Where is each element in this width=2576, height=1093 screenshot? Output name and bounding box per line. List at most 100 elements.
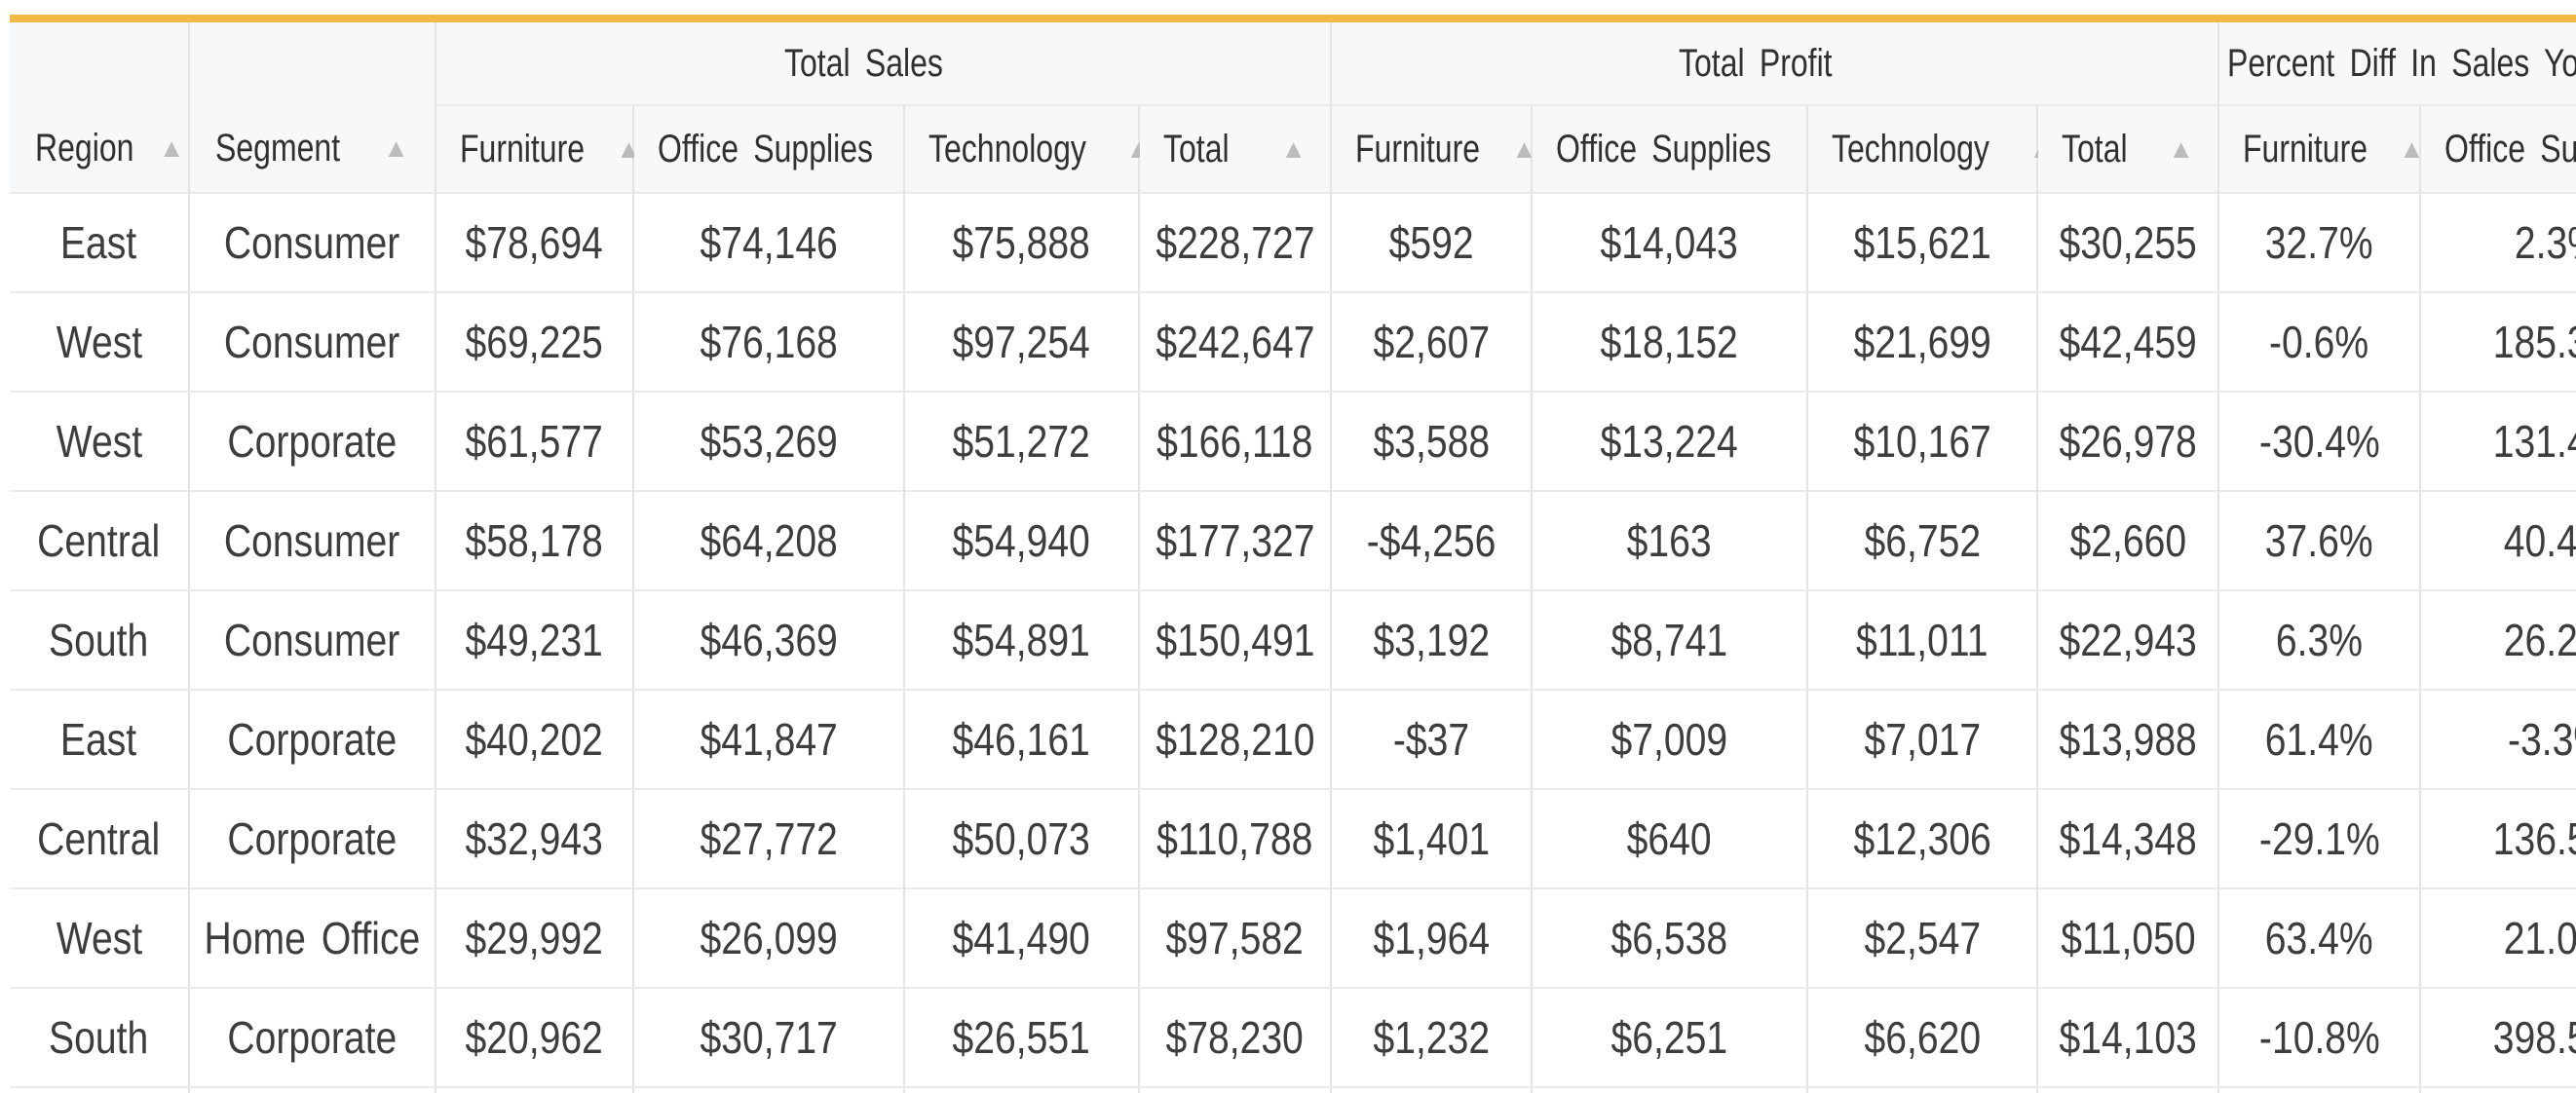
table-cell: $12,306 [1808, 790, 2038, 889]
cell-value: $3,588 [1373, 416, 1490, 467]
table-cell: $592 [1332, 194, 1533, 293]
column-header-profit-furniture[interactable]: Furniture ▲ [1332, 106, 1537, 194]
cell-value: $78,230 [1165, 1012, 1305, 1063]
column-header-sales-office-supplies[interactable]: Office Supplies ▲ [634, 106, 953, 194]
table-cell: $30,255 [2038, 194, 2219, 293]
column-header-pct-office-supplies[interactable]: Office Supplies ▲ [2421, 106, 2576, 194]
column-header-profit-total[interactable]: Total ▲ [2038, 106, 2219, 194]
table-cell: $26,099 [634, 889, 905, 989]
table-cell: $41,490 [905, 889, 1140, 989]
cell-value: $12,306 [1853, 813, 1991, 864]
cell-value: $78,694 [465, 217, 604, 268]
table-cell: 185.3% [2421, 293, 2576, 393]
cell-value: -$4,256 [1366, 515, 1496, 566]
sort-asc-icon: ▲ [2168, 133, 2194, 164]
cell-value: $26,099 [700, 913, 838, 963]
column-header-sales-furniture[interactable]: Furniture ▲ [436, 106, 642, 194]
cell-value: $26,978 [2059, 416, 2197, 467]
table-cell: Central [10, 492, 190, 591]
cell-value: Corporate [227, 813, 398, 864]
group-label: Total Profit [1679, 41, 1833, 85]
table-cell: $14,348 [2038, 790, 2219, 889]
table-cell: South [10, 989, 190, 1088]
table-cell: $20,962 [436, 989, 634, 1088]
table-cell: $75,888 [905, 194, 1140, 293]
table-cell: $46,369 [634, 591, 905, 691]
table-cell: $74,146 [634, 194, 905, 293]
cell-value: $14,103 [2059, 1012, 2197, 1063]
cell-value: 21.0% [2504, 913, 2576, 963]
cell-value: $49,231 [465, 615, 604, 665]
cell-value: $11,050 [2060, 913, 2196, 963]
cell-value: $150,491 [1155, 615, 1315, 665]
table-cell [2038, 1088, 2219, 1093]
table-cell: $1,232 [1332, 989, 1533, 1088]
cell-value: $3,192 [1373, 615, 1490, 665]
table-cell: $21,699 [1808, 293, 2038, 393]
table-cell: 63.4% [2219, 889, 2421, 989]
cell-value: $75,888 [952, 217, 1091, 268]
cell-value: $76,168 [700, 317, 838, 367]
table-cell: $27,772 [634, 790, 905, 889]
column-header-profit-office-supplies[interactable]: Office Supplies ▲ [1533, 106, 1851, 194]
cell-value: $1,401 [1373, 813, 1490, 864]
table-cell: $78,694 [436, 194, 634, 293]
cell-value: $97,254 [952, 317, 1091, 367]
sort-asc-icon: ▲ [1280, 133, 1307, 164]
table-cell: $41,847 [634, 691, 905, 790]
cell-value: -0.6% [2269, 317, 2369, 367]
cell-value: $29,992 [465, 913, 604, 963]
table-cell [1808, 1088, 2038, 1093]
table-cell: $13,988 [2038, 691, 2219, 790]
cell-value: Central [37, 813, 161, 864]
table-cell: $46,161 [905, 691, 1140, 790]
cell-value: $640 [1627, 813, 1712, 864]
table-cell: 21.0% [2421, 889, 2576, 989]
group-header-percent-diff: Percent Diff In Sales Yoy [2219, 22, 2576, 106]
column-header-sales-technology[interactable]: Technology ▲ [905, 106, 1152, 194]
table-cell: South [10, 591, 190, 691]
cell-value: $14,348 [2059, 813, 2197, 864]
cell-value: $592 [1388, 217, 1474, 268]
cell-value: 32.7% [2265, 217, 2373, 268]
table-cell: Central [10, 790, 190, 889]
table-cell: -29.1% [2219, 790, 2421, 889]
cell-value: $54,891 [952, 615, 1091, 665]
column-header-label: Total [1163, 127, 1230, 170]
cell-value: East [60, 714, 137, 765]
table-cell: Corporate [190, 393, 436, 492]
table-cell: $14,103 [2038, 989, 2219, 1088]
cell-value: $26,551 [952, 1012, 1091, 1063]
table-cell: $150,491 [1140, 591, 1332, 691]
table-cell: 40.4% [2421, 492, 2576, 591]
column-header-segment[interactable]: Segment ▲ [190, 22, 436, 194]
table-cell: $11,011 [1808, 591, 2038, 691]
cell-value: South [49, 1012, 149, 1063]
cell-value: -30.4% [2258, 416, 2380, 467]
column-header-profit-technology[interactable]: Technology ▲ [1808, 106, 2055, 194]
cell-value: $6,538 [1610, 913, 1728, 963]
table-cell: -$37 [1332, 691, 1533, 790]
cell-value: East [60, 217, 137, 268]
table-cell: $6,538 [1533, 889, 1808, 989]
group-header-total-profit: Total Profit [1332, 22, 2219, 106]
table-cell [2219, 1088, 2421, 1093]
column-header-sales-total[interactable]: Total ▲ [1140, 106, 1332, 194]
cell-value: $11,011 [1856, 615, 1989, 665]
column-header-label: Furniture [1355, 127, 1481, 170]
cell-value: 136.5% [2493, 813, 2576, 864]
table-cell: $8,741 [1533, 591, 1808, 691]
cell-value: $32,943 [465, 813, 604, 864]
column-header-pct-furniture[interactable]: Furniture ▲ [2219, 106, 2425, 194]
cell-value: 40.4% [2504, 515, 2576, 566]
cell-value: 185.3% [2493, 317, 2576, 367]
table-cell: Corporate [190, 989, 436, 1088]
column-header-region[interactable]: Region ▲ [10, 22, 190, 194]
cell-value: $7,017 [1864, 714, 1981, 765]
table-cell: -30.4% [2219, 393, 2421, 492]
cell-value: 131.4% [2493, 416, 2576, 467]
table-cell: $58,178 [436, 492, 634, 591]
table-cell: Home Office [190, 889, 436, 989]
table-cell: $110,788 [1140, 790, 1332, 889]
